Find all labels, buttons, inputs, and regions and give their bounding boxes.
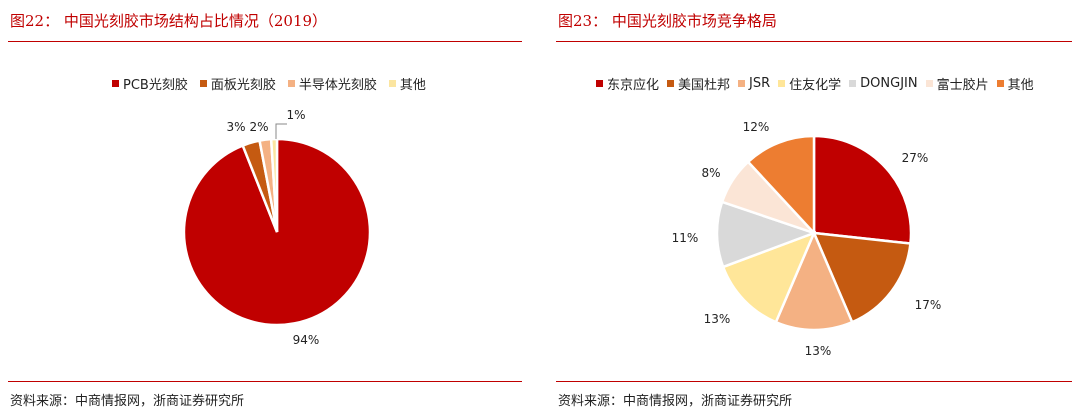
source-divider: [556, 381, 1072, 382]
legend-swatch: [778, 80, 786, 87]
legend-label: 东京应化: [607, 78, 660, 93]
legend-item: 半导体光刻胶: [287, 74, 377, 93]
chart-title: 图22： 中国光刻胶市场结构占比情况（2019）: [10, 12, 328, 30]
data-label: 3%: [226, 120, 245, 134]
data-label: 17%: [915, 298, 942, 312]
data-label: 8%: [701, 166, 720, 180]
pie-slice: [774, 229, 854, 332]
legend-label: JSR: [749, 76, 771, 91]
data-label: 2%: [249, 120, 268, 134]
chart-title: 图23： 中国光刻胶市场竞争格局: [558, 12, 777, 30]
legend-item: 美国杜邦: [667, 74, 730, 93]
legend-swatch: [667, 80, 675, 87]
legend-item: 东京应化: [596, 74, 659, 93]
data-label: 1%: [286, 108, 305, 122]
legend-label: 面板光刻胶: [210, 78, 276, 93]
pie-slice: [746, 134, 816, 237]
pie-slice: [269, 137, 279, 233]
pie-slice: [812, 134, 913, 245]
legend-swatch: [287, 80, 295, 87]
legend-label: 富士胶片: [936, 78, 989, 93]
legend-label: 美国杜邦: [678, 78, 731, 93]
right-chart-panel: 图23： 中国光刻胶市场竞争格局 东京应化 美国杜邦 JSR 住友化学 DONGJIN 富…: [548, 0, 1080, 419]
legend-item: 其他: [996, 74, 1034, 93]
data-label: 12%: [743, 120, 770, 134]
legend-swatch: [596, 80, 603, 87]
data-label: 11%: [672, 231, 699, 245]
leader-line: [275, 123, 287, 139]
title-divider: [556, 41, 1072, 42]
legend-swatch: [199, 80, 207, 87]
data-label: 13%: [704, 312, 731, 326]
legend-label: 半导体光刻胶: [298, 78, 377, 93]
legend-label: 住友化学: [789, 78, 842, 93]
legend-label: 其他: [399, 78, 426, 93]
legend-swatch: [996, 80, 1004, 87]
legend-label: DONGJIN: [860, 76, 918, 91]
data-label: 27%: [902, 151, 929, 165]
legend-swatch: [925, 80, 933, 87]
chart-legend: 东京应化 美国杜邦 JSR 住友化学 DONGJIN 富士胶片 其他: [596, 74, 1034, 93]
legend-swatch: [738, 80, 746, 87]
pie-slice: [812, 231, 912, 324]
data-label: 94%: [293, 333, 320, 347]
left-chart-panel: 图22： 中国光刻胶市场结构占比情况（2019） PCB光刻胶 面板光刻胶 半导体光…: [0, 0, 530, 419]
legend-item: 其他: [388, 74, 426, 93]
data-label: 13%: [805, 344, 832, 358]
source-note: 资料来源：中商情报网，浙商证券研究所: [10, 394, 245, 409]
legend-label: PCB光刻胶: [123, 78, 188, 93]
legend-item: 面板光刻胶: [199, 74, 276, 93]
pie-chart: 27% 17% 13% 13% 11% 8% 12%: [672, 120, 942, 358]
chart-legend: PCB光刻胶 面板光刻胶 半导体光刻胶 其他: [112, 74, 426, 93]
source-divider: [8, 381, 522, 382]
legend-item: DONGJIN: [849, 76, 918, 91]
title-divider: [8, 41, 522, 42]
legend-swatch: [388, 80, 396, 87]
pie-chart: 94% 3% 2% 1%: [182, 108, 372, 347]
pie-slice: [715, 200, 818, 269]
legend-swatch: [112, 80, 119, 87]
legend-item: JSR: [738, 76, 770, 91]
legend-item: PCB光刻胶: [112, 74, 188, 93]
pie-slice: [721, 230, 817, 324]
source-note: 资料来源：中商情报网，浙商证券研究所: [558, 394, 793, 409]
legend-swatch: [849, 80, 857, 87]
legend-label: 其他: [1007, 78, 1034, 93]
legend-item: 富士胶片: [925, 74, 989, 93]
legend-item: 住友化学: [778, 74, 841, 93]
